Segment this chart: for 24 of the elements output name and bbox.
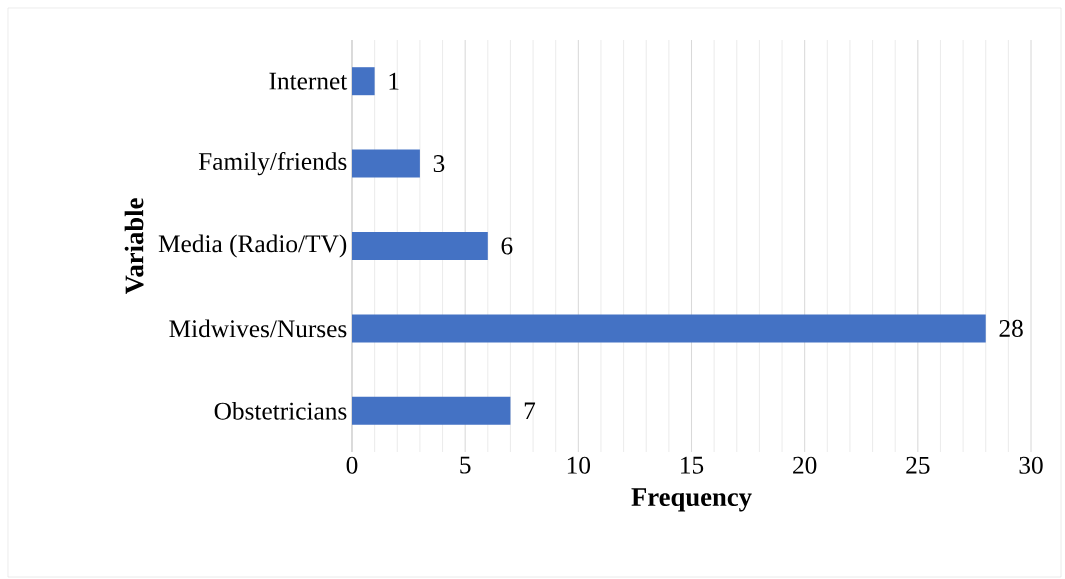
x-tick-label: 20 (793, 456, 817, 474)
y-tick-label: Family/friends (198, 151, 347, 176)
x-tick-label: 30 (1019, 456, 1043, 474)
data-label: 1 (389, 72, 399, 90)
data-label: 7 (524, 402, 536, 420)
bar (352, 396, 511, 425)
data-label: 3 (433, 155, 445, 173)
y-tick-label: Midwives/Nurses (169, 319, 347, 338)
bar (352, 149, 420, 178)
x-tick-label: 0 (346, 456, 358, 474)
bar (352, 67, 375, 96)
x-tick-label: 10 (567, 456, 591, 474)
y-axis-title: Variable (124, 198, 144, 295)
bar (352, 232, 488, 261)
bar (352, 314, 986, 343)
y-tick-label: Obstetricians (214, 401, 347, 420)
x-tick-label: 15 (681, 456, 704, 474)
x-tick-label: 25 (906, 456, 930, 474)
x-axis-title: Frequency (631, 488, 752, 512)
y-tick-label: Internet (269, 72, 348, 90)
data-label: 6 (501, 237, 513, 255)
x-tick-label: 5 (460, 456, 471, 474)
y-tick-label: Media (Radio/TV) (158, 234, 347, 258)
data-label: 28 (999, 319, 1023, 337)
